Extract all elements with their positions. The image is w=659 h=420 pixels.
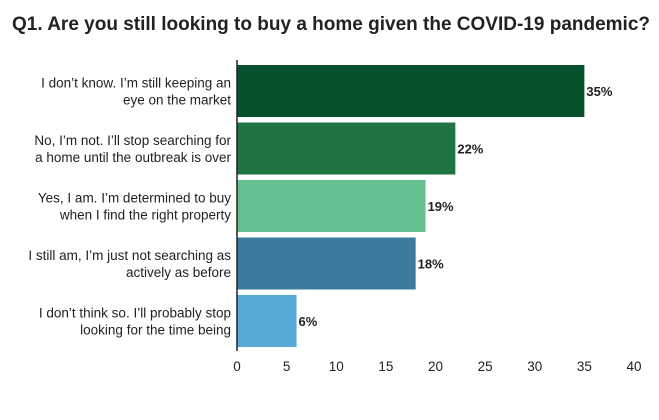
category-label: I don’t know. I’m still keeping an eye on… xyxy=(41,76,231,108)
x-tick-label: 0 xyxy=(233,359,241,374)
category-label: I don’t think so. I’ll probably stop look… xyxy=(39,306,231,338)
category-label-line: when I find the right property xyxy=(59,208,231,223)
bar xyxy=(237,180,426,232)
bar xyxy=(237,65,585,117)
x-tick-label: 15 xyxy=(378,359,393,374)
category-label-line: Yes, I am. I’m determined to buy xyxy=(38,191,231,206)
x-tick-label: 40 xyxy=(626,359,641,374)
x-tick-label: 10 xyxy=(329,359,344,374)
x-tick-label: 25 xyxy=(478,359,493,374)
category-label-line: I don’t know. I’m still keeping an xyxy=(41,76,231,91)
data-label: 18% xyxy=(418,257,444,272)
data-label: 35% xyxy=(586,84,612,99)
category-label: Yes, I am. I’m determined to buy when I f… xyxy=(38,191,231,223)
category-label: I still am, I’m just not searching as act… xyxy=(28,248,231,280)
category-label-line: eye on the market xyxy=(123,93,231,108)
x-tick-label: 20 xyxy=(428,359,443,374)
category-label-line: I still am, I’m just not searching as xyxy=(28,248,231,263)
category-label: No, I’m not. I’ll stop searching for a ho… xyxy=(34,133,231,165)
bar xyxy=(237,122,456,175)
data-label: 6% xyxy=(299,314,318,329)
x-tick-label: 30 xyxy=(527,359,542,374)
x-tick-label: 5 xyxy=(283,359,291,374)
category-label-line: a home until the outbreak is over xyxy=(35,150,231,165)
chart-title: Q1. Are you still looking to buy a home … xyxy=(12,14,651,35)
category-label-line: looking for the time being xyxy=(80,323,231,338)
x-tick-label: 35 xyxy=(577,359,592,374)
category-label-line: actively as before xyxy=(126,265,231,280)
data-label: 22% xyxy=(457,142,483,157)
bar xyxy=(237,237,416,290)
bar xyxy=(237,295,297,347)
data-label: 19% xyxy=(428,199,454,214)
category-label-line: I don’t think so. I’ll probably stop xyxy=(39,306,231,321)
category-label-line: No, I’m not. I’ll stop searching for xyxy=(34,133,231,148)
